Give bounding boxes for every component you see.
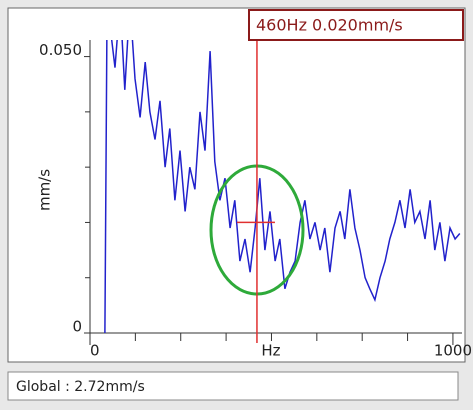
panel	[7, 7, 466, 363]
y-axis-label: mm/s	[36, 169, 54, 211]
status-global: Global : 2.72mm/s	[16, 379, 145, 395]
status-box	[7, 371, 459, 401]
y-tick-label: 0	[72, 318, 82, 336]
x-tick-label: 0	[90, 342, 100, 360]
plot	[104, 40, 461, 333]
cursor-label: 460Hz 0.020mm/s	[256, 16, 403, 35]
spectrum-line	[104, 40, 461, 333]
x-tick-label: 1000	[434, 342, 472, 360]
y-tick-label: 0.050	[39, 41, 82, 59]
cursor-box	[248, 9, 464, 41]
x-axis-label: Hz	[261, 342, 280, 360]
